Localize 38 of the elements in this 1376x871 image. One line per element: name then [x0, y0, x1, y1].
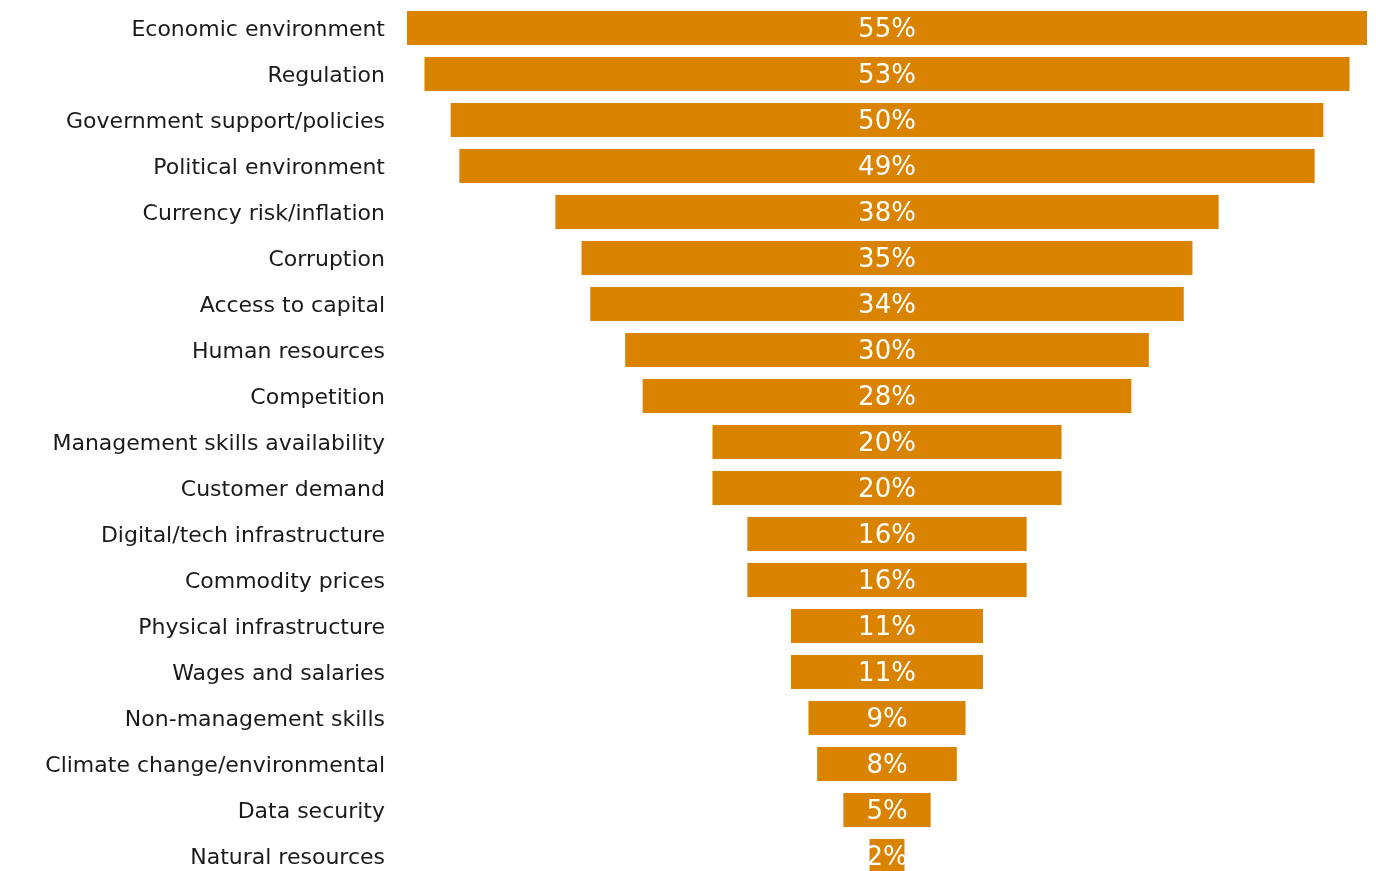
category-label: Economic environment [131, 15, 386, 41]
category-label: Management skills availability [52, 429, 385, 455]
category-label: Human resources [192, 337, 385, 363]
data-label: 16% [858, 519, 916, 550]
data-label: 35% [858, 243, 916, 274]
data-label: 34% [858, 289, 916, 320]
category-label: Regulation [267, 61, 385, 87]
data-label: 2% [866, 841, 908, 871]
category-label: Non-management skills [124, 705, 385, 731]
category-label: Commodity prices [184, 567, 385, 593]
data-label: 16% [858, 565, 916, 596]
data-label: 20% [858, 427, 916, 458]
data-label: 30% [858, 335, 916, 366]
data-label: 28% [858, 381, 916, 412]
data-label: 38% [858, 197, 916, 228]
category-label: Digital/tech infrastructure [100, 521, 385, 547]
data-label: 5% [866, 795, 908, 826]
category-label: Physical infrastructure [138, 613, 385, 639]
category-label: Access to capital [199, 291, 385, 317]
category-label: Currency risk/inflation [142, 199, 385, 225]
data-label: 20% [858, 473, 916, 504]
category-label: Wages and salaries [172, 659, 385, 685]
category-label: Government support/policies [66, 107, 385, 133]
category-label: Natural resources [190, 843, 385, 869]
data-label: 49% [858, 151, 916, 182]
data-label: 9% [866, 703, 908, 734]
category-label: Customer demand [180, 475, 385, 501]
data-label: 8% [866, 749, 908, 780]
category-label: Data security [237, 797, 385, 823]
category-label: Competition [250, 383, 385, 409]
data-label: 50% [858, 105, 916, 136]
data-label: 55% [858, 13, 916, 44]
category-label: Climate change/environmental [45, 751, 385, 777]
data-label: 11% [858, 657, 916, 688]
data-label: 53% [858, 59, 916, 90]
category-label: Political environment [153, 153, 386, 179]
category-label: Corruption [268, 245, 385, 271]
data-label: 11% [858, 611, 916, 642]
